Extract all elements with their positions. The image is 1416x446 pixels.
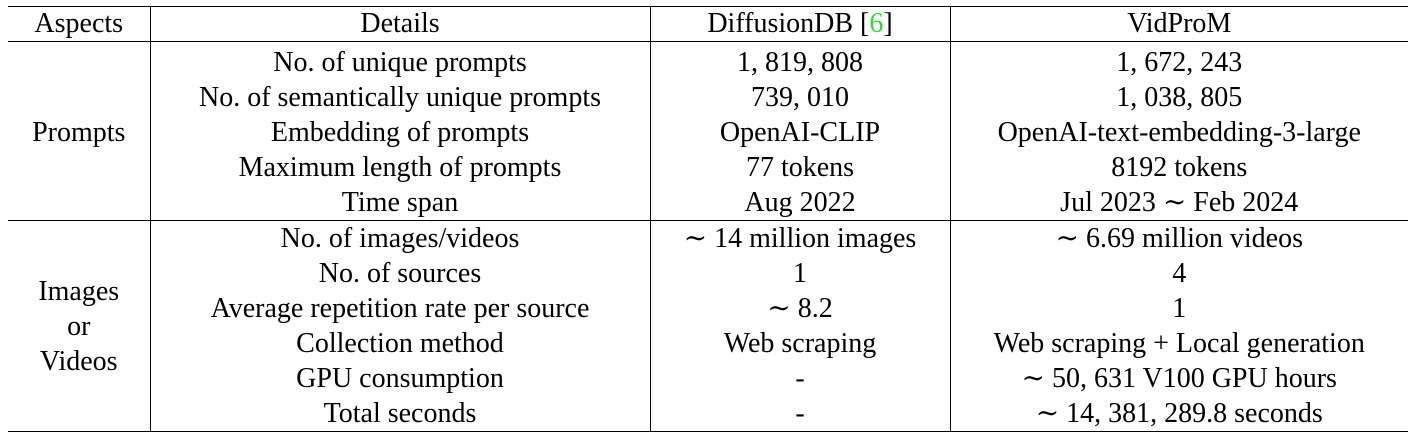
cite-open: [ bbox=[860, 8, 870, 39]
table-row: Maximum length of prompts 77 tokens 8192… bbox=[8, 150, 1408, 185]
group-images-or-videos: Images or Videos bbox=[8, 220, 151, 432]
detail-cell: No. of semantically unique prompts bbox=[150, 80, 651, 115]
vidprom-cell: ∼ 14, 381, 289.8 seconds bbox=[950, 396, 1408, 432]
vidprom-cell: 1, 038, 805 bbox=[1116, 82, 1243, 113]
table-row: No. of sources 1 4 bbox=[8, 256, 1408, 291]
vidprom-cell: 1, 672, 243 bbox=[1116, 47, 1243, 78]
table-row: GPU consumption - ∼ 50, 631 V100 GPU hou… bbox=[8, 361, 1408, 396]
detail-cell: Maximum length of prompts bbox=[150, 150, 651, 185]
detail-cell: Collection method bbox=[150, 326, 651, 361]
table-row: Collection method Web scraping Web scrap… bbox=[8, 326, 1408, 361]
detail-cell: No. of unique prompts bbox=[150, 41, 651, 80]
detail-cell: Embedding of prompts bbox=[150, 115, 651, 150]
group-prompts: Prompts bbox=[8, 41, 151, 221]
detail-cell: Time span bbox=[150, 185, 651, 221]
vidprom-cell: OpenAI-text-embedding-3-large bbox=[997, 117, 1361, 148]
vidprom-cell: 8192 tokens bbox=[1111, 152, 1248, 183]
detail-cell: No. of sources bbox=[150, 256, 651, 291]
diffusiondb-label: DiffusionDB bbox=[707, 8, 861, 39]
table-row: No. of semantically unique prompts 739, … bbox=[8, 80, 1408, 115]
diffusiondb-cell: - bbox=[650, 396, 951, 432]
diffusiondb-cell: 1, 819, 808 bbox=[650, 41, 951, 80]
header-row: Aspects Details DiffusionDB [6] VidProM bbox=[8, 6, 1408, 42]
diffusiondb-cell: ∼ 8.2 bbox=[650, 291, 951, 326]
detail-cell: Average repetition rate per source bbox=[150, 291, 651, 326]
vidprom-cell: 1 bbox=[1172, 293, 1187, 324]
vidprom-cell: ∼ 50, 631 V100 GPU hours bbox=[1021, 363, 1337, 394]
table-row: Total seconds - ∼ 14, 381, 289.8 seconds bbox=[8, 396, 1408, 432]
diffusiondb-cell: ∼ 14 million images bbox=[650, 220, 951, 256]
table-row: Prompts No. of unique prompts 1, 819, 80… bbox=[8, 41, 1408, 221]
table-row: Average repetition rate per source ∼ 8.2… bbox=[8, 291, 1408, 326]
diffusiondb-cell: 1 bbox=[650, 256, 951, 291]
table-row: Time span Aug 2022 Jul 2023 ∼ Feb 2024 bbox=[8, 185, 1408, 221]
group-label-line2: or bbox=[67, 310, 91, 342]
header-vidprom: VidProM bbox=[950, 6, 1408, 42]
group-label-line1: Images bbox=[38, 275, 120, 307]
diffusiondb-cell: Web scraping bbox=[650, 326, 951, 361]
vidprom-cell: Jul 2023 ∼ Feb 2024 bbox=[950, 185, 1408, 221]
diffusiondb-cell: 739, 010 bbox=[650, 80, 951, 115]
header-details: Details bbox=[150, 6, 651, 42]
cite-close: ] bbox=[883, 8, 893, 39]
diffusiondb-cell: - bbox=[650, 361, 951, 396]
header-aspects: Aspects bbox=[8, 6, 151, 42]
vidprom-cell: Web scraping + Local generation bbox=[993, 328, 1365, 359]
diffusiondb-cell: OpenAI-CLIP bbox=[650, 115, 951, 150]
table-row: Images or Videos No. of images/videos ∼ … bbox=[8, 220, 1408, 432]
header-diffusiondb: DiffusionDB [6] bbox=[650, 6, 951, 42]
citation-link[interactable]: 6 bbox=[869, 8, 884, 39]
comparison-table: Aspects Details DiffusionDB [6] VidProM … bbox=[8, 6, 1408, 432]
diffusiondb-cell: Aug 2022 bbox=[650, 185, 951, 221]
vidprom-cell: ∼ 6.69 million videos bbox=[1055, 223, 1303, 254]
detail-cell: GPU consumption bbox=[150, 361, 651, 396]
detail-cell: Total seconds bbox=[150, 396, 651, 432]
detail-cell: No. of images/videos bbox=[150, 220, 651, 256]
diffusiondb-cell: 77 tokens bbox=[650, 150, 951, 185]
group-label-line3: Videos bbox=[39, 345, 118, 377]
table-row: Embedding of prompts OpenAI-CLIP OpenAI-… bbox=[8, 115, 1408, 150]
vidprom-cell: 4 bbox=[1172, 258, 1187, 289]
